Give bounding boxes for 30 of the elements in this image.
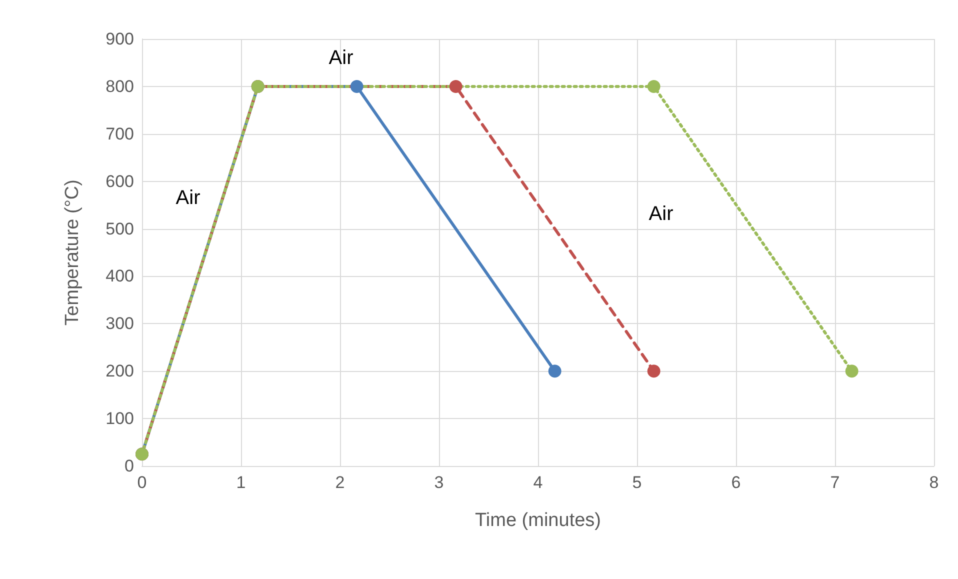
y-tick-label: 500 <box>106 219 134 238</box>
annotation: Air <box>328 47 354 69</box>
point <box>647 80 660 93</box>
point <box>548 364 562 378</box>
point <box>647 364 660 378</box>
point <box>449 80 462 93</box>
x-tick-label: 0 <box>137 473 147 492</box>
x-tick-label: 8 <box>929 473 939 492</box>
y-tick-label: 0 <box>124 456 134 476</box>
x-tick-label: 5 <box>632 473 642 492</box>
y-axis-title: Temperature (°C) <box>62 180 83 326</box>
x-tick-label: 1 <box>236 473 246 492</box>
y-tick-label: 700 <box>106 124 134 144</box>
y-tick-label: 400 <box>106 266 134 286</box>
annotation: Air <box>648 203 674 225</box>
x-tick-label: 2 <box>335 473 345 492</box>
y-tick-label: 900 <box>106 30 134 48</box>
x-tick-label: 3 <box>434 473 444 492</box>
y-tick-label: 300 <box>106 314 134 334</box>
annotation: Air <box>176 187 201 209</box>
y-tick-label: 800 <box>106 76 134 96</box>
x-tick-label: 4 <box>533 473 543 492</box>
x-tick-label: 6 <box>731 473 741 492</box>
y-tick-label: 100 <box>106 409 134 428</box>
x-tick-label: 7 <box>830 473 840 492</box>
point <box>350 80 364 93</box>
x-axis-title: Time (minutes) <box>475 510 601 531</box>
y-tick-label: 600 <box>106 172 134 191</box>
y-tick-label: 200 <box>106 362 134 381</box>
point <box>845 364 858 378</box>
